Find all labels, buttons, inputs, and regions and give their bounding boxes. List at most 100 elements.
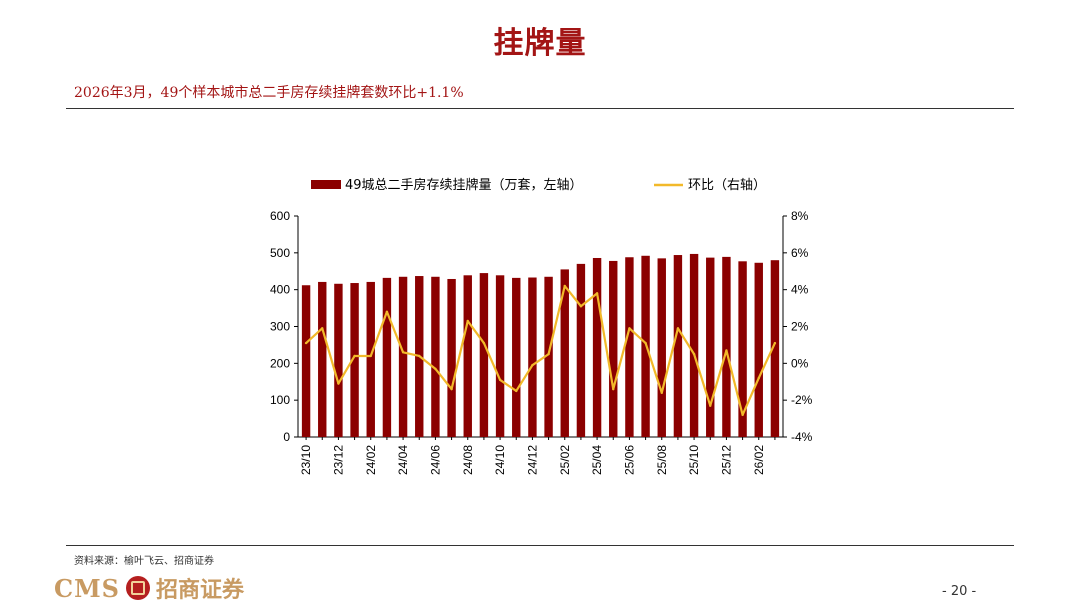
mom-point-24-12 bbox=[531, 363, 534, 367]
left-tick-label: 0 bbox=[283, 430, 290, 444]
plot-area: 0 100 200 300 400 500 600 -4% -2% 0% 2% 4% 6% 8% 23/10… bbox=[270, 209, 813, 475]
bar-24-09 bbox=[479, 273, 489, 437]
mom-point-26-01 bbox=[741, 413, 744, 417]
mom-point-25-02 bbox=[563, 284, 566, 288]
x-tick-label: 24/08 bbox=[461, 445, 475, 475]
right-tick-label: 6% bbox=[791, 246, 809, 260]
mom-point-24-04 bbox=[401, 351, 405, 354]
footer-divider bbox=[66, 545, 1014, 546]
legend-bar-label: 49城总二手房存续挂牌量（万套，左轴） bbox=[345, 177, 583, 193]
mom-point-25-12 bbox=[725, 349, 728, 352]
x-tick-label: 23/12 bbox=[331, 445, 345, 475]
bar-23-11 bbox=[318, 281, 327, 437]
right-tick-label: 0% bbox=[791, 356, 809, 370]
bar-25-12 bbox=[722, 256, 731, 437]
mom-point-24-06 bbox=[434, 367, 437, 371]
mom-point-25-09 bbox=[676, 327, 680, 330]
x-tick-label: 23/10 bbox=[299, 445, 313, 475]
mom-point-25-01 bbox=[547, 352, 550, 356]
mom-point-26-02 bbox=[757, 376, 760, 380]
legend-line-label: 环比（右轴） bbox=[688, 178, 766, 193]
bar-25-08 bbox=[657, 258, 666, 437]
x-tick-label: 24/06 bbox=[428, 445, 442, 475]
mom-point-25-04 bbox=[595, 292, 599, 295]
x-tick-label: 25/12 bbox=[719, 445, 733, 475]
legend-bar-swatch bbox=[311, 180, 341, 189]
mom-point-25-06 bbox=[628, 327, 631, 330]
mom-point-25-07 bbox=[644, 341, 647, 345]
bar-26-01 bbox=[738, 261, 747, 437]
bar-26-02 bbox=[754, 262, 763, 437]
mom-point-24-03 bbox=[385, 310, 389, 313]
mom-point-24-07 bbox=[450, 387, 453, 391]
bar-24-10 bbox=[495, 275, 505, 437]
left-tick-label: 200 bbox=[270, 356, 290, 370]
mom-point-24-08 bbox=[466, 319, 469, 323]
bar-25-09 bbox=[673, 255, 683, 437]
bar-25-03 bbox=[576, 263, 586, 437]
mom-point-25-05 bbox=[612, 387, 615, 391]
x-tick-label: 25/06 bbox=[622, 445, 636, 475]
left-tick-label: 400 bbox=[270, 283, 290, 297]
mom-change-line bbox=[305, 284, 776, 416]
mom-point-23-12 bbox=[337, 382, 340, 385]
mom-point-23-11 bbox=[321, 327, 324, 330]
x-tick-label: 24/10 bbox=[493, 445, 507, 475]
x-tick-label: 25/10 bbox=[687, 445, 701, 475]
mom-point-24-10 bbox=[498, 378, 502, 382]
company-logo: CMS 招商证券 bbox=[54, 572, 244, 604]
left-tick-label: 600 bbox=[270, 209, 290, 223]
mom-point-24-02 bbox=[369, 354, 372, 358]
x-tick-label: 25/04 bbox=[590, 445, 604, 475]
bar-23-12 bbox=[334, 283, 343, 437]
right-tick-label: -2% bbox=[791, 393, 813, 407]
right-tick-label: 4% bbox=[791, 283, 809, 297]
left-tick-label: 300 bbox=[270, 320, 290, 334]
logo-chinese-text: 招商证券 bbox=[156, 577, 245, 603]
left-tick-label: 100 bbox=[270, 393, 290, 407]
bar-25-10 bbox=[689, 253, 699, 437]
chart: 49城总二手房存续挂牌量（万套，左轴） 环比（右轴） 0 100 200 300 400… bbox=[270, 177, 813, 475]
left-tick-label: 500 bbox=[270, 246, 290, 260]
right-tick-label: 8% bbox=[791, 209, 809, 223]
mom-point-25-10 bbox=[692, 352, 696, 356]
mom-point-24-05 bbox=[418, 354, 421, 358]
x-tick-label: 25/02 bbox=[558, 445, 572, 475]
source-note: 资料来源：榆叶飞云、招商证券 bbox=[74, 556, 214, 567]
bar-24-03 bbox=[382, 277, 392, 437]
bar-25-11 bbox=[706, 257, 715, 437]
bar-24-07 bbox=[447, 278, 456, 437]
x-tick-label: 24/12 bbox=[525, 445, 539, 475]
mom-point-23-10 bbox=[304, 341, 308, 345]
right-tick-label: 2% bbox=[791, 320, 809, 334]
mom-point-25-08 bbox=[660, 391, 663, 394]
page-number: - 20 - bbox=[942, 584, 977, 599]
bar-24-12 bbox=[528, 277, 537, 437]
logo-latin-text: CMS bbox=[54, 573, 120, 603]
page-title: 挂牌量 bbox=[493, 26, 587, 61]
bar-25-06 bbox=[625, 257, 634, 437]
bar-24-01 bbox=[350, 283, 359, 437]
bar-24-06 bbox=[431, 276, 440, 437]
mom-point-24-01 bbox=[353, 354, 356, 358]
bar-24-04 bbox=[398, 276, 408, 437]
bar-25-05 bbox=[609, 260, 618, 437]
bar-25-04 bbox=[592, 257, 602, 437]
right-tick-label: -4% bbox=[791, 430, 813, 444]
bar-24-02 bbox=[366, 281, 375, 437]
x-tick-label: 26/02 bbox=[752, 445, 766, 475]
bar-24-08 bbox=[463, 275, 472, 437]
mom-point-25-11 bbox=[709, 404, 712, 407]
mom-point-24-09 bbox=[482, 341, 486, 345]
bar-26-03 bbox=[770, 260, 780, 437]
page-subtitle: 2026年3月，49个样本城市总二手房存续挂牌套数环比+1.1% bbox=[74, 85, 464, 101]
mom-point-24-11 bbox=[515, 389, 518, 393]
bar-24-11 bbox=[512, 277, 521, 437]
bar-25-01 bbox=[544, 276, 553, 437]
x-tick-label: 25/08 bbox=[655, 445, 669, 475]
bar-23-10 bbox=[301, 285, 311, 437]
header-divider bbox=[66, 108, 1014, 109]
x-tick-label: 24/02 bbox=[364, 445, 378, 475]
mom-point-25-03 bbox=[579, 305, 583, 308]
logo-emblem-icon bbox=[126, 576, 150, 600]
